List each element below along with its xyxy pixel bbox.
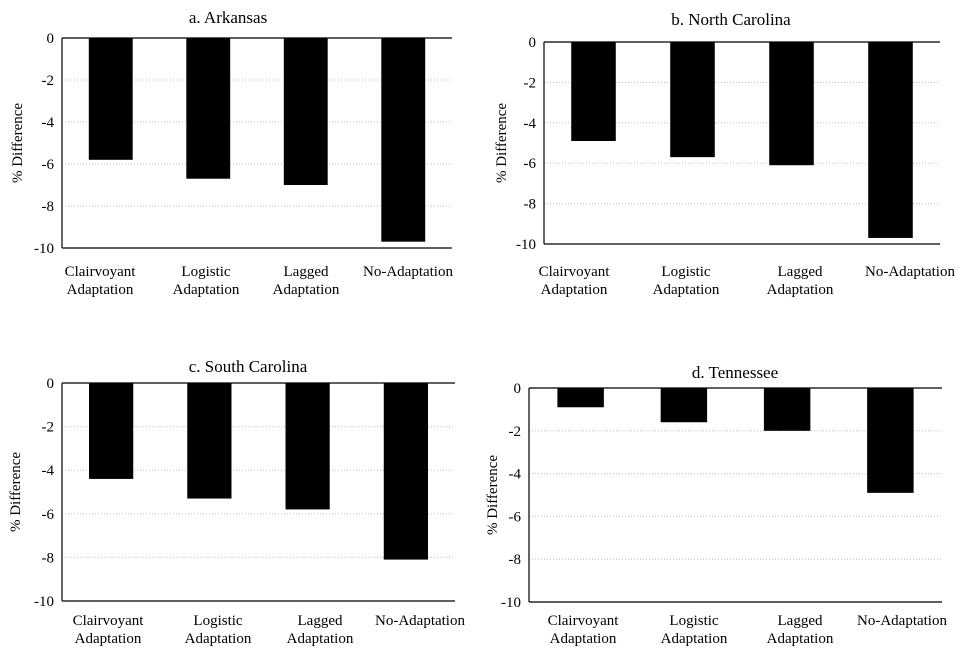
chart-title: d. Tennessee — [692, 363, 778, 382]
y-tick-label: -4 — [509, 467, 522, 483]
y-tick-label: 0 — [529, 35, 537, 51]
y-tick-label: -8 — [42, 199, 55, 215]
category-label-line: Adaptation — [287, 631, 354, 647]
bar — [88, 38, 133, 160]
category-label-line: Adaptation — [550, 631, 617, 647]
category-label: Clairvoyant Adaptation — [548, 613, 620, 647]
category-label-line: Adaptation — [173, 282, 240, 298]
bar — [186, 38, 231, 179]
chart-panel-2: 0 -2 -4 -6 -8 -10 b. North Carolina % Differenc… — [494, 10, 955, 298]
bar — [381, 38, 426, 242]
y-tick-label: -6 — [42, 507, 55, 523]
category-label-line: Logistic — [669, 613, 719, 629]
bar — [383, 383, 428, 560]
category-label: No-Adaptation — [375, 613, 465, 629]
bar — [660, 388, 708, 423]
y-tick-label: -8 — [524, 197, 537, 213]
category-label: Logistic Adaptation — [653, 264, 720, 298]
y-tick-label: -10 — [34, 594, 54, 610]
category-label: Clairvoyant Adaptation — [65, 264, 137, 298]
category-label: Lagged Adaptation — [767, 613, 834, 647]
category-label: Clairvoyant Adaptation — [73, 613, 145, 647]
bar — [670, 42, 715, 158]
y-tick-label: -6 — [524, 156, 537, 172]
category-label-line: Adaptation — [541, 282, 608, 298]
category-label-line: No-Adaptation — [375, 613, 465, 629]
category-label: Lagged Adaptation — [767, 264, 834, 298]
bar — [763, 388, 811, 431]
category-label-line: No-Adaptation — [363, 264, 453, 280]
y-tick-label: -10 — [516, 237, 536, 253]
category-label-line: Lagged — [778, 264, 823, 280]
y-tick-label: -8 — [509, 552, 522, 568]
category-label: No-Adaptation — [363, 264, 453, 280]
category-label-line: Logistic — [193, 613, 243, 629]
category-label-line: Logistic — [661, 264, 711, 280]
chart-title: a. Arkansas — [189, 8, 267, 27]
y-tick-label: 0 — [47, 31, 55, 47]
bar — [868, 42, 913, 238]
category-label-line: Lagged — [298, 613, 343, 629]
category-label-line: Adaptation — [767, 282, 834, 298]
category-label-line: Adaptation — [661, 631, 728, 647]
category-label-line: Clairvoyant — [548, 613, 620, 629]
category-label-line: Adaptation — [75, 631, 142, 647]
y-axis-label: % Difference — [494, 103, 510, 183]
y-tick-label: -6 — [509, 509, 522, 525]
chart-title: c. South Carolina — [189, 357, 308, 376]
category-label-line: Clairvoyant — [73, 613, 145, 629]
y-axis-label: % Difference — [10, 103, 26, 183]
category-label-line: Adaptation — [653, 282, 720, 298]
y-tick-label: -2 — [509, 424, 522, 440]
y-axis-label: % Difference — [8, 452, 24, 532]
category-label: Lagged Adaptation — [273, 264, 340, 298]
category-label-line: No-Adaptation — [857, 613, 947, 629]
category-label-line: Clairvoyant — [539, 264, 611, 280]
y-tick-label: -10 — [501, 595, 521, 611]
y-axis-label: % Difference — [485, 455, 501, 535]
category-label-line: Logistic — [181, 264, 231, 280]
bar — [89, 383, 134, 479]
y-tick-label: 0 — [47, 376, 55, 392]
y-tick-label: -4 — [42, 463, 55, 479]
bar — [557, 388, 604, 408]
category-label: No-Adaptation — [865, 264, 955, 280]
category-label: Logistic Adaptation — [661, 613, 728, 647]
y-tick-label: -10 — [34, 241, 54, 257]
bar — [187, 383, 232, 499]
category-label-line: Lagged — [778, 613, 823, 629]
y-tick-label: -2 — [42, 420, 55, 436]
category-label-line: No-Adaptation — [865, 264, 955, 280]
bar — [867, 388, 914, 493]
category-label-line: Lagged — [284, 264, 329, 280]
category-label-line: Adaptation — [185, 631, 252, 647]
y-tick-label: -2 — [524, 75, 537, 91]
category-label-line: Adaptation — [767, 631, 834, 647]
category-label-line: Clairvoyant — [65, 264, 137, 280]
y-tick-label: -6 — [42, 157, 55, 173]
chart-panel-3: 0 -2 -4 -6 -8 -10 c. South Carolina % Differenc… — [8, 357, 465, 647]
category-label-line: Adaptation — [67, 282, 134, 298]
bar — [769, 42, 814, 166]
chart-panel-1: 0 -2 -4 -6 -8 -10 a. Arkansas % Difference Clair… — [10, 8, 453, 298]
y-tick-label: -4 — [524, 116, 537, 132]
category-label-line: Adaptation — [273, 282, 340, 298]
y-tick-label: -2 — [42, 73, 55, 89]
y-tick-label: -4 — [42, 115, 55, 131]
y-tick-label: -8 — [42, 550, 55, 566]
bar — [571, 42, 616, 141]
category-label: No-Adaptation — [857, 613, 947, 629]
chart-panel-4: 0 -2 -4 -6 -8 -10 d. Tennessee % Difference Clai… — [485, 363, 947, 647]
bar — [283, 38, 328, 185]
chart-title: b. North Carolina — [671, 10, 791, 29]
y-tick-label: 0 — [514, 381, 522, 397]
bar — [285, 383, 330, 510]
category-label: Logistic Adaptation — [173, 264, 240, 298]
category-label: Lagged Adaptation — [287, 613, 354, 647]
category-label: Logistic Adaptation — [185, 613, 252, 647]
category-label: Clairvoyant Adaptation — [539, 264, 611, 298]
